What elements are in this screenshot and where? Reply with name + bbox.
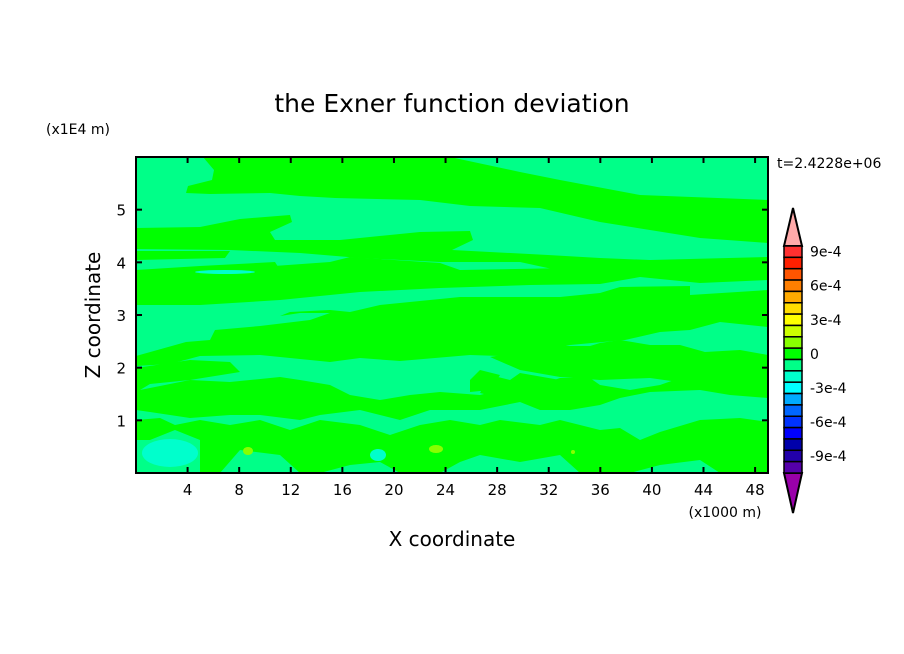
contour-patch-yellow-green (571, 450, 575, 454)
x-tick-label: 36 (591, 481, 610, 499)
chart-title: the Exner function deviation (274, 89, 629, 118)
colorbar-extend-bottom (782, 472, 804, 514)
time-label: t=2.4228e+06 (777, 156, 881, 172)
contour-band-1-2km (136, 360, 600, 420)
y-tick-label: 1 (116, 412, 126, 430)
x-unit-label: (x1000 m) (689, 505, 762, 521)
x-tick-label: 28 (488, 481, 507, 499)
colorbar-swatch (783, 267, 803, 281)
x-tick-label: 32 (539, 481, 558, 499)
colorbar-swatch (783, 370, 803, 383)
colorbar-swatch (783, 415, 803, 429)
x-tick-label: 4 (183, 481, 193, 499)
colorbar-swatch (783, 460, 803, 474)
x-tick-label: 12 (281, 481, 300, 499)
colorbar-swatch (783, 324, 803, 338)
colorbar-swatch (783, 392, 803, 406)
colorbar-label: 3e-4 (810, 313, 842, 329)
contour-band-right-mid (490, 340, 768, 395)
colorbar-swatch (783, 426, 803, 440)
contour-band-bottom (136, 418, 768, 473)
contour-field (136, 157, 768, 473)
colorbar-label: -3e-4 (810, 381, 847, 397)
colorbar-swatch (783, 290, 803, 304)
x-tick-label: 24 (436, 481, 455, 499)
colorbar-swatch (783, 449, 803, 463)
x-tick-label: 48 (746, 481, 765, 499)
colorbar-swatch (783, 404, 803, 417)
colorbar-label: -6e-4 (810, 415, 847, 431)
x-tick-label: 8 (234, 481, 244, 499)
colorbar-extend-top (782, 207, 804, 247)
y-tick-label: 4 (116, 254, 126, 272)
colorbar-swatch (783, 358, 803, 372)
contour-band-3-5km (136, 251, 768, 305)
colorbar-swatch (783, 381, 803, 395)
x-axis-label: X coordinate (389, 527, 516, 551)
y-unit-label: (x1E4 m) (46, 122, 110, 138)
contour-band-2-3km (136, 286, 768, 366)
colorbar-swatch (783, 336, 803, 349)
y-tick-label: 2 (116, 360, 126, 378)
colorbar-label: 6e-4 (810, 279, 842, 295)
colorbar-swatch (783, 347, 803, 361)
colorbar-label: 9e-4 (810, 245, 842, 261)
colorbar-label: 0 (810, 347, 819, 363)
contour-patch-cyan (195, 270, 255, 274)
colorbar-swatch (783, 302, 803, 315)
contour-patch-yellow-green (429, 445, 443, 453)
y-axis-label: Z coordinate (81, 252, 105, 379)
contour-patch-cyan (370, 449, 386, 461)
x-tick-label: 44 (694, 481, 713, 499)
contour-patch-yellow-green (243, 447, 253, 455)
contour-band-4km (136, 215, 768, 276)
colorbar: 9e-4 6e-4 3e-4 0 -3e-4 -6e-4 -9e-4 (782, 207, 847, 514)
x-tick-label: 16 (333, 481, 352, 499)
colorbar-swatch (783, 313, 803, 327)
colorbar-swatch (783, 438, 803, 452)
x-tick-label: 20 (384, 481, 403, 499)
colorbar-swatch (783, 279, 803, 293)
contour-band-upper (186, 157, 768, 243)
colorbar-swatch (783, 256, 803, 270)
y-tick-label: 3 (116, 307, 126, 325)
colorbar-swatch (783, 245, 803, 259)
contour-patch-cyan (142, 439, 198, 467)
x-tick-label: 40 (642, 481, 661, 499)
y-tick-label: 5 (116, 202, 126, 220)
colorbar-label: -9e-4 (810, 449, 847, 465)
